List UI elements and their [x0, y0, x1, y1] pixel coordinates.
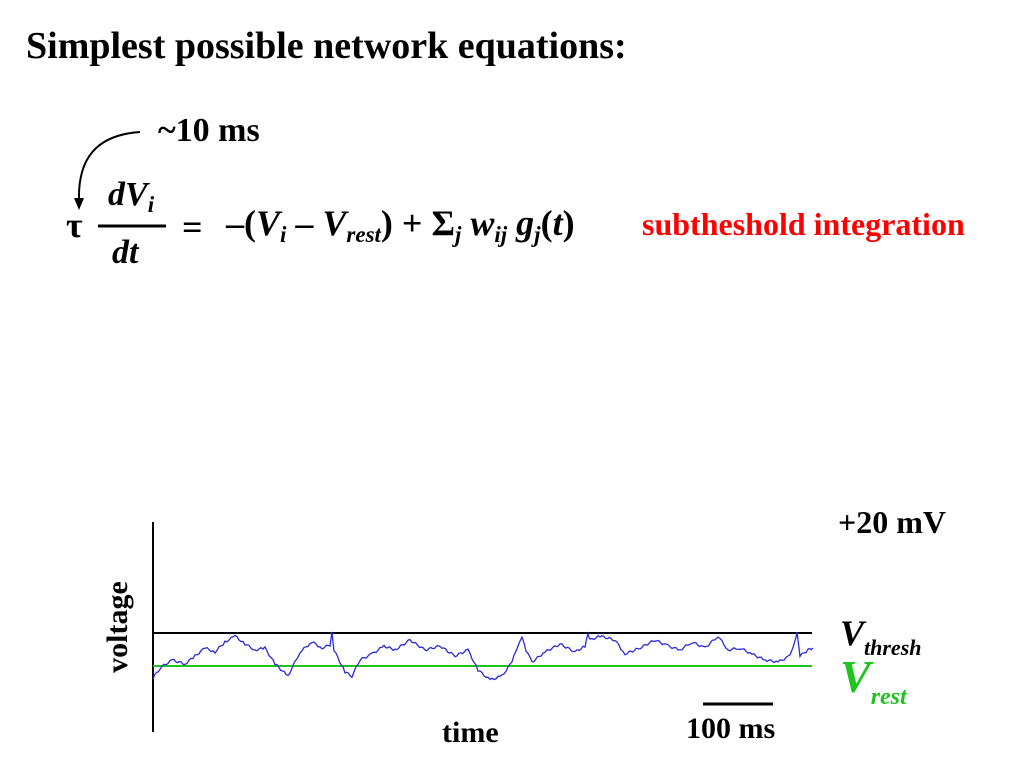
rhs-paren-close: ) [562, 203, 575, 243]
v-rest-sub: rest [870, 684, 907, 710]
plus-20mv-label: +20 mV [838, 504, 946, 540]
v-thresh-base: V [840, 613, 865, 653]
equals-sign: = [182, 207, 203, 247]
voltage-trace [152, 631, 814, 681]
v-thresh-sub: thresh [864, 635, 922, 660]
rhs-v2: V [322, 203, 347, 243]
v-thresh-label: Vthresh [840, 612, 922, 659]
rhs-v2-sub: rest [346, 222, 381, 247]
derivative-numerator: dVi [108, 176, 155, 217]
rhs-sigma: Σ [431, 203, 455, 243]
v-rest-label: Vrest [840, 650, 907, 710]
rhs-sigma-sub: j [454, 222, 462, 247]
rhs-v: V [256, 203, 281, 243]
rhs-minus: – [286, 203, 323, 243]
x-axis-label: time [442, 716, 499, 749]
subthreshold-annotation: subtheshold integration [642, 206, 965, 242]
numerator-base: dV [108, 176, 148, 213]
scale-bar-label: 100 ms [686, 712, 776, 745]
rhs-w-sub: ij [494, 222, 508, 247]
time-constant-arrow [77, 131, 141, 201]
rhs-close-plus: ) + [380, 203, 432, 243]
rhs-g: g [507, 203, 535, 243]
rhs-w: w [461, 203, 495, 243]
rhs-g-sub: j [534, 222, 541, 247]
v-rest-base: V [840, 651, 871, 702]
numerator-sub: i [147, 192, 155, 217]
equation-rhs: –(Vi – Vrest) + Σj wij gj(t) [226, 202, 575, 247]
y-axis-label: voltage [101, 581, 134, 673]
slide-title: Simplest possible network equations: [26, 25, 627, 67]
time-constant-label: ~10 ms [158, 112, 260, 149]
rhs-t: t [552, 203, 563, 243]
rhs-v-sub: i [280, 222, 287, 247]
rhs-open: –( [226, 203, 256, 243]
rhs-paren-open: ( [540, 203, 553, 243]
derivative-denominator: dt [112, 234, 139, 271]
tau-symbol: τ [66, 205, 83, 245]
time-constant-arrowhead [74, 198, 84, 210]
